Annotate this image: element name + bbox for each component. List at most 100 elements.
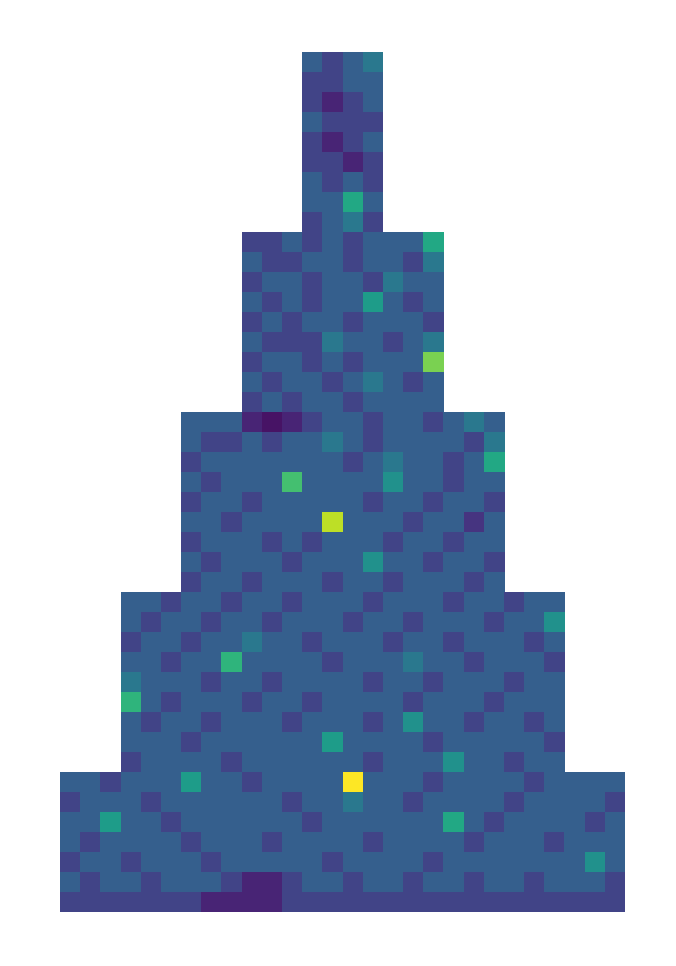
heatmap-cell	[322, 672, 343, 693]
heatmap-cell	[302, 432, 323, 453]
heatmap-cell	[221, 692, 242, 713]
heatmap-cell	[443, 812, 464, 833]
heatmap-cell	[141, 732, 162, 753]
heatmap-cell	[322, 832, 343, 853]
heatmap-cell	[443, 552, 464, 573]
heatmap-cell	[363, 892, 384, 912]
heatmap-cell	[403, 552, 424, 573]
heatmap-cell	[343, 632, 364, 653]
heatmap-cell	[161, 752, 182, 773]
heatmap-cell	[201, 732, 222, 753]
heatmap-cell	[80, 812, 101, 833]
heatmap-cell	[322, 72, 343, 93]
heatmap-cell	[242, 312, 263, 333]
heatmap-cell	[464, 672, 485, 693]
heatmap-cell	[262, 772, 283, 793]
heatmap-cell	[100, 772, 121, 793]
heatmap-cell	[464, 832, 485, 853]
heatmap-cell	[242, 372, 263, 393]
heatmap-cell	[322, 452, 343, 473]
heatmap-cell	[383, 732, 404, 753]
heatmap-cell	[141, 852, 162, 873]
heatmap-cell	[201, 472, 222, 493]
heatmap-cell	[403, 452, 424, 473]
heatmap-cell	[585, 772, 606, 793]
heatmap-cell	[403, 232, 424, 253]
heatmap-cell	[343, 872, 364, 893]
heatmap-cell	[524, 612, 545, 633]
heatmap-cell	[302, 872, 323, 893]
heatmap-cell	[524, 632, 545, 653]
heatmap-cell	[464, 452, 485, 473]
heatmap-cell	[242, 812, 263, 833]
heatmap-cell	[181, 852, 202, 873]
heatmap-cell	[343, 732, 364, 753]
heatmap-cell	[322, 172, 343, 193]
heatmap-cell	[141, 612, 162, 633]
heatmap-cell	[423, 852, 444, 873]
heatmap-cell	[504, 892, 525, 912]
heatmap-cell	[242, 892, 263, 912]
heatmap-cell	[242, 792, 263, 813]
heatmap-cell	[443, 452, 464, 473]
heatmap-cell	[322, 252, 343, 273]
heatmap-cell	[504, 792, 525, 813]
heatmap-cell	[201, 752, 222, 773]
heatmap-cell	[282, 392, 303, 413]
heatmap-cell	[484, 652, 505, 673]
heatmap-cell	[262, 272, 283, 293]
heatmap-cell	[504, 752, 525, 773]
heatmap-cell	[564, 892, 585, 912]
heatmap-cell	[464, 892, 485, 912]
heatmap-cell	[242, 592, 263, 613]
heatmap-cell	[262, 252, 283, 273]
heatmap-cell	[141, 892, 162, 912]
heatmap-cell	[201, 672, 222, 693]
heatmap-cell	[343, 492, 364, 513]
heatmap-cell	[423, 452, 444, 473]
heatmap-cell	[262, 732, 283, 753]
heatmap-cell	[60, 832, 81, 853]
heatmap-cell	[363, 492, 384, 513]
heatmap-cell	[322, 132, 343, 153]
heatmap-cell	[423, 552, 444, 573]
heatmap-cell	[181, 792, 202, 813]
heatmap-cell	[383, 772, 404, 793]
heatmap-cell	[302, 672, 323, 693]
heatmap-cell	[484, 792, 505, 813]
heatmap-cell	[504, 612, 525, 633]
heatmap-cell	[363, 232, 384, 253]
heatmap-cell	[242, 472, 263, 493]
heatmap-cell	[262, 612, 283, 633]
heatmap-cell	[343, 372, 364, 393]
heatmap-cell	[464, 592, 485, 613]
heatmap-cell	[403, 612, 424, 633]
heatmap-cell	[383, 472, 404, 493]
heatmap-cell	[181, 832, 202, 853]
heatmap-cell	[121, 792, 142, 813]
heatmap-cell	[302, 452, 323, 473]
heatmap-cell	[403, 632, 424, 653]
heatmap-cell	[383, 892, 404, 912]
heatmap-cell	[201, 792, 222, 813]
heatmap-cell	[181, 732, 202, 753]
heatmap-cell	[161, 732, 182, 753]
heatmap-cell	[302, 272, 323, 293]
heatmap-cell	[484, 552, 505, 573]
heatmap-cell	[403, 252, 424, 273]
heatmap-cell	[262, 812, 283, 833]
heatmap-cell	[181, 632, 202, 653]
heatmap-cell	[383, 852, 404, 873]
heatmap-cell	[242, 512, 263, 533]
heatmap-cell	[585, 832, 606, 853]
heatmap-cell	[161, 652, 182, 673]
heatmap-cell	[201, 492, 222, 513]
heatmap-cell	[201, 432, 222, 453]
heatmap-cell	[322, 372, 343, 393]
heatmap-cell	[363, 132, 384, 153]
heatmap-cell	[423, 412, 444, 433]
heatmap-cell	[221, 592, 242, 613]
heatmap-cell	[403, 412, 424, 433]
heatmap-cell	[161, 772, 182, 793]
heatmap-cell	[363, 472, 384, 493]
